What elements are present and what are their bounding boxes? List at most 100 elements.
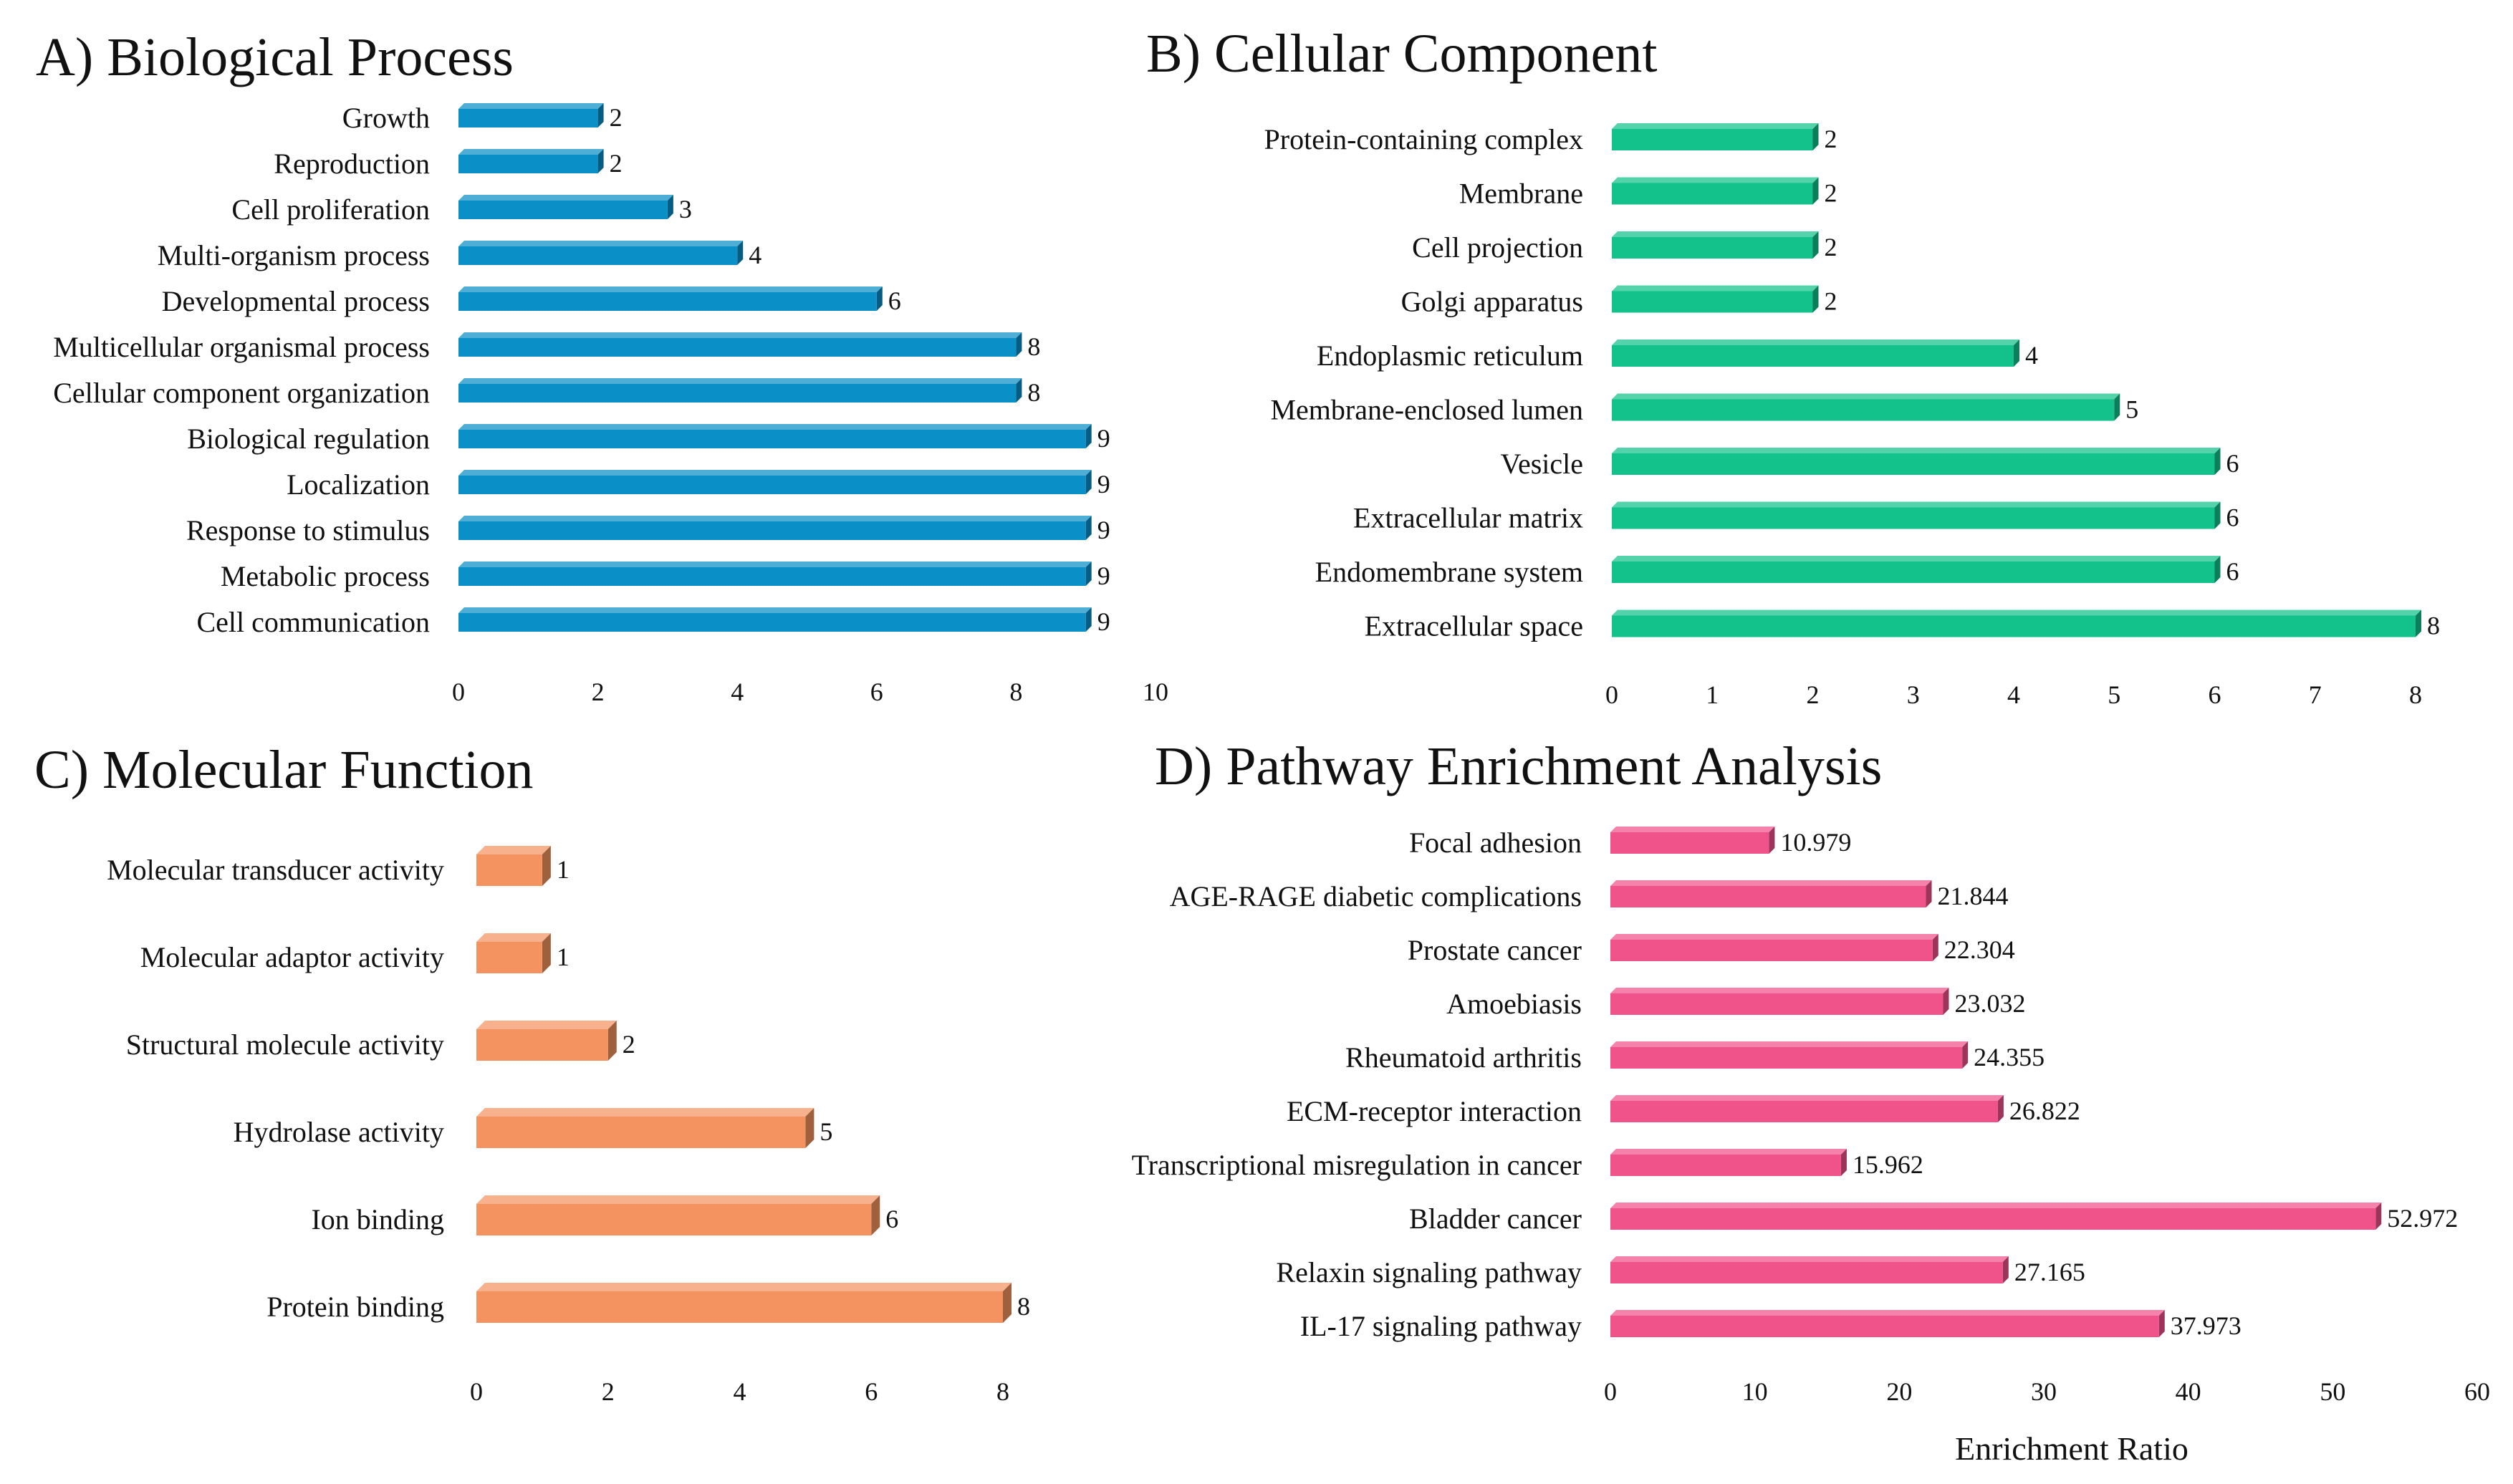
bar — [476, 1195, 880, 1235]
bar-side-face — [1085, 470, 1092, 494]
x-tick-label: 10 — [1143, 678, 1168, 706]
category-label: Developmental process — [162, 285, 430, 317]
category-label: Hydrolase activity — [234, 1116, 444, 1148]
bar — [458, 607, 1092, 632]
x-tick-label: 2 — [602, 1377, 615, 1406]
bar-front-face — [458, 476, 1086, 494]
bar-side-face — [542, 846, 551, 886]
bar-side-face — [737, 241, 744, 265]
bar-front-face — [458, 338, 1017, 357]
category-label: IL-17 signaling pathway — [1300, 1310, 1582, 1342]
bar — [458, 149, 604, 173]
bar-top-face — [476, 846, 551, 854]
bar-side-face — [1016, 378, 1022, 403]
category-label: Protein binding — [266, 1291, 444, 1323]
value-label: 2 — [1825, 125, 1837, 153]
value-label: 4 — [2025, 341, 2038, 370]
bar-front-face — [1610, 1047, 1963, 1069]
bar-top-face — [458, 286, 883, 292]
value-label: 5 — [2125, 395, 2138, 424]
bar-front-face — [458, 613, 1086, 632]
category-label: Focal adhesion — [1409, 827, 1582, 859]
bar-side-face — [597, 149, 604, 173]
value-label: 2 — [610, 149, 623, 178]
x-tick-label: 0 — [470, 1377, 483, 1406]
category-label: Relaxin signaling pathway — [1276, 1256, 1582, 1288]
x-tick-label: 0 — [1604, 1377, 1617, 1406]
bar-top-face — [1612, 177, 1819, 183]
value-label: 8 — [2427, 612, 2440, 640]
bar-side-face — [2375, 1203, 2382, 1230]
value-label: 8 — [1027, 332, 1040, 361]
bar-side-face — [2002, 1256, 2009, 1283]
value-label: 4 — [749, 241, 761, 269]
bar-top-face — [1610, 934, 1938, 940]
bar-front-face — [1612, 129, 1813, 150]
panel-pathway-enrichment: D) Pathway Enrichment Analysis Focal adhe… — [1132, 736, 2490, 1467]
bar — [458, 424, 1092, 448]
bar-top-face — [458, 470, 1092, 476]
value-label: 2 — [1825, 287, 1837, 316]
value-label: 37.973 — [2171, 1311, 2241, 1340]
bar — [458, 332, 1022, 357]
category-label: Cellular component organization — [53, 377, 430, 409]
bar — [1612, 501, 2221, 529]
bar-front-face — [1612, 615, 2416, 637]
bar-front-face — [1612, 453, 2215, 475]
category-label: ECM-receptor interaction — [1287, 1095, 1582, 1127]
bar-top-face — [458, 332, 1022, 338]
category-label: Growth — [342, 102, 430, 134]
bar-side-face — [1840, 1149, 1847, 1176]
bar-side-face — [1962, 1041, 1969, 1069]
bar-top-face — [1612, 610, 2421, 616]
bar-front-face — [1610, 1316, 2159, 1337]
category-label: Membrane-enclosed lumen — [1270, 394, 1583, 426]
bar-front-face — [1610, 940, 1933, 961]
bar-side-face — [597, 103, 604, 127]
value-label: 15.962 — [1853, 1150, 1923, 1179]
bar-top-face — [1612, 556, 2221, 562]
panel-title: D) Pathway Enrichment Analysis — [1155, 736, 1882, 796]
bar — [1610, 934, 1938, 961]
category-label: Bladder cancer — [1409, 1203, 1582, 1235]
x-axis-title: Enrichment Ratio — [1955, 1430, 2188, 1467]
x-tick-label: 4 — [734, 1377, 746, 1406]
category-label: Biological regulation — [187, 423, 430, 455]
bar-side-face — [1812, 123, 1819, 150]
value-label: 9 — [1097, 607, 1110, 636]
bar — [1612, 339, 2019, 367]
value-label: 5 — [820, 1117, 832, 1146]
bar-side-face — [607, 1021, 617, 1061]
bar-top-face — [476, 1021, 617, 1029]
bar-front-face — [458, 201, 668, 219]
bar-front-face — [476, 1291, 1003, 1323]
bar-top-face — [458, 149, 604, 155]
category-label: Structural molecule activity — [126, 1028, 444, 1061]
bar — [1610, 1149, 1847, 1176]
bar-top-face — [458, 378, 1022, 384]
x-tick-label: 1 — [1706, 680, 1719, 709]
bar — [458, 378, 1022, 403]
value-label: 6 — [2226, 504, 2239, 532]
category-label: Reproduction — [274, 148, 430, 180]
x-tick-label: 2 — [1807, 680, 1820, 709]
bar-front-face — [1610, 1155, 1841, 1176]
bar-side-face — [2214, 556, 2221, 583]
x-tick-label: 60 — [2464, 1377, 2490, 1406]
value-label: 8 — [1017, 1292, 1030, 1321]
bar-top-face — [458, 562, 1092, 567]
category-label: Extracellular matrix — [1353, 502, 1583, 534]
value-label: 27.165 — [2014, 1258, 2085, 1286]
bar-side-face — [2158, 1310, 2165, 1337]
bar-top-face — [458, 241, 744, 246]
bar — [476, 846, 551, 886]
bar-front-face — [1612, 399, 2115, 421]
category-label: Ion binding — [311, 1203, 444, 1235]
category-label: Membrane — [1459, 178, 1583, 210]
bar — [476, 933, 551, 973]
bar-front-face — [476, 942, 542, 973]
bar-top-face — [1610, 827, 1775, 832]
bar-top-face — [1610, 1203, 2382, 1208]
value-label: 2 — [623, 1030, 635, 1059]
value-label: 6 — [888, 286, 901, 315]
